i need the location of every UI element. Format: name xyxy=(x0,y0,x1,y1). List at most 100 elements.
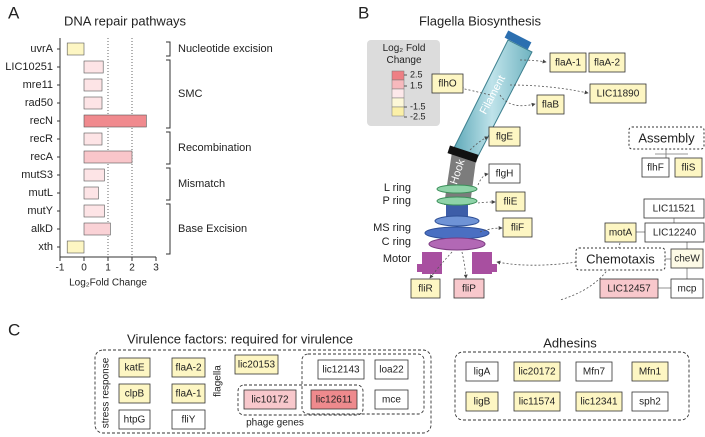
gene-box xyxy=(575,361,613,382)
group-label: Chemotaxis xyxy=(586,251,655,266)
group-label: Recombination xyxy=(178,142,251,154)
gene-label: fliY xyxy=(182,415,196,426)
gene-box xyxy=(513,391,561,412)
panel-label: B xyxy=(358,3,369,22)
gene-box xyxy=(118,357,151,378)
gene-label: katE xyxy=(124,363,144,374)
gene-label: clpB xyxy=(125,389,145,400)
gene-box xyxy=(536,94,565,115)
gene-box xyxy=(243,389,297,410)
gene-label: flaA-2 xyxy=(594,58,621,69)
bar xyxy=(83,204,105,218)
group-label: Assembly xyxy=(638,130,695,145)
gene-label: flgH xyxy=(496,169,514,180)
legend-tick-label: -2.5 xyxy=(410,111,426,121)
y-tick-label: mutY xyxy=(27,205,53,217)
gene-box xyxy=(588,52,626,73)
gene-label: ligB xyxy=(474,397,491,408)
gene-box xyxy=(465,391,499,412)
gene-label: LIC11521 xyxy=(653,204,696,215)
gene-box xyxy=(513,361,561,382)
group-box xyxy=(628,126,705,150)
legend-swatch xyxy=(391,70,405,81)
group-label: Mismatch xyxy=(178,178,225,190)
gene-label: lic12611 xyxy=(316,395,353,406)
gene-box xyxy=(631,361,669,382)
side-label: flagella xyxy=(213,365,224,397)
x-tick-label: 3 xyxy=(153,263,159,274)
side-label: stress response xyxy=(101,357,112,428)
structure-label: MS ring xyxy=(373,222,411,234)
gene-box xyxy=(118,409,151,430)
gene-box xyxy=(453,278,485,299)
gene-label: loa22 xyxy=(379,365,404,376)
bar xyxy=(83,150,133,164)
gene-label: lic20153 xyxy=(238,360,276,371)
gene-label: sph2 xyxy=(639,397,661,408)
gene-box xyxy=(674,157,703,178)
y-tick-label: alkD xyxy=(31,223,53,235)
gene-label: htpG xyxy=(124,415,146,426)
gene-box xyxy=(118,383,151,404)
gene-box xyxy=(575,391,623,412)
gene-box xyxy=(410,278,441,299)
bar xyxy=(83,78,103,92)
flagellum xyxy=(417,30,533,274)
bar xyxy=(83,132,103,146)
gene-box xyxy=(488,163,521,184)
gene-box xyxy=(549,52,587,73)
side-label: phage genes xyxy=(246,418,304,429)
y-tick-label: mutS3 xyxy=(21,169,53,181)
legend-tick-label: 2.5 xyxy=(410,69,423,79)
y-tick-label: recA xyxy=(30,151,53,163)
y-tick-label: rad50 xyxy=(25,97,53,109)
gene-box xyxy=(374,389,409,410)
legend-swatch xyxy=(391,88,405,99)
y-tick-label: uvrA xyxy=(30,43,53,55)
gene-label: mcp xyxy=(678,284,697,295)
group-label: Base Excision xyxy=(178,223,247,235)
gene-box xyxy=(502,217,533,238)
section-title: Adhesins xyxy=(543,335,597,350)
gene-box xyxy=(310,389,358,410)
gene-label: fliR xyxy=(418,284,432,295)
gene-label: mce xyxy=(382,395,401,406)
gene-box xyxy=(431,73,464,94)
x-tick-label: 0 xyxy=(81,263,87,274)
gene-label: fliF xyxy=(511,223,524,234)
chart-title: DNA repair pathways xyxy=(64,13,187,28)
bar xyxy=(83,186,99,200)
gene-label: cheW xyxy=(674,254,700,265)
structure-label: P ring xyxy=(382,195,411,207)
gene-box xyxy=(465,361,499,382)
bar xyxy=(83,168,105,182)
gene-label: ligA xyxy=(474,367,491,378)
y-tick-label: LIC10251 xyxy=(5,61,53,73)
tree-lines xyxy=(636,148,688,289)
gene-label: lic10172 xyxy=(251,395,289,406)
bar xyxy=(66,240,85,254)
gene-box xyxy=(374,359,409,380)
gene-label: fliP xyxy=(462,284,476,295)
gene-box xyxy=(670,278,704,299)
gene-box xyxy=(599,278,659,299)
gene-box xyxy=(171,357,206,378)
group-label: SMC xyxy=(178,88,203,100)
gene-box xyxy=(641,157,670,178)
panel-label: A xyxy=(8,3,20,22)
gene-label: flaA-1 xyxy=(555,58,582,69)
group-bracket xyxy=(166,167,171,201)
gene-label: Mfn1 xyxy=(639,367,662,378)
gene-box xyxy=(317,359,365,380)
gene-label: flhO xyxy=(438,79,457,90)
y-tick-label: recR xyxy=(30,133,53,145)
structure-label: L ring xyxy=(384,182,411,194)
gene-box xyxy=(643,198,705,219)
bar xyxy=(83,114,147,128)
gene-box xyxy=(171,383,206,404)
gene-box xyxy=(604,222,637,243)
gene-label: flaA-1 xyxy=(175,389,202,400)
gene-label: flaA-2 xyxy=(175,363,202,374)
gene-box xyxy=(589,83,647,104)
